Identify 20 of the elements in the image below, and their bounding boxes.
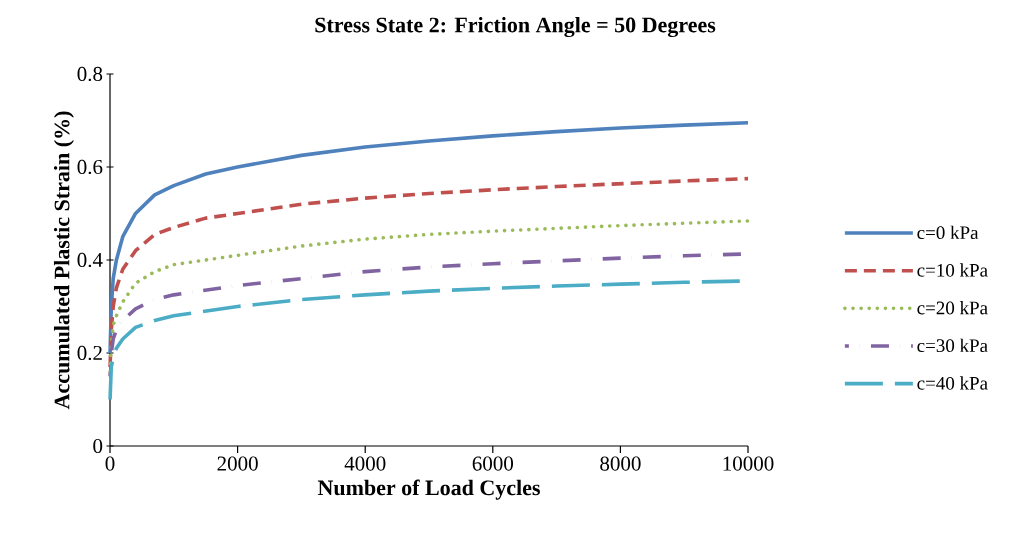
y-tick-label: 0.2 [77, 345, 102, 361]
x-tick-label: 10000 [723, 456, 774, 471]
y-tick-label: 0.4 [77, 252, 103, 268]
x-axis-title: Number of Load Cycles [317, 479, 540, 500]
line-series [108, 121, 750, 355]
x-tick-label: 0 [105, 456, 115, 471]
x-tick-label: 8000 [600, 456, 641, 471]
legend-label: c=30 kPa [917, 338, 988, 353]
x-tick-label: 2000 [217, 456, 258, 471]
x-tick-label: 6000 [472, 456, 514, 471]
legend-label: c=10 kPa [917, 263, 988, 277]
y-axis-title: Accumulated Plastic Strain (%) [53, 111, 74, 410]
y-tick-label: 0.8 [77, 66, 103, 82]
y-tick-label: 0 [93, 438, 103, 454]
chart-title: Stress State 2: Friction Angle = 50 Degrees [315, 16, 716, 38]
legend-label: c=20 kPa [917, 301, 988, 315]
legend-label: c=40 kPa [917, 376, 988, 390]
y-tick-label: 0.6 [77, 159, 103, 175]
x-tick-label: 4000 [344, 456, 386, 471]
legend-label: c=0 kPa [917, 225, 979, 240]
